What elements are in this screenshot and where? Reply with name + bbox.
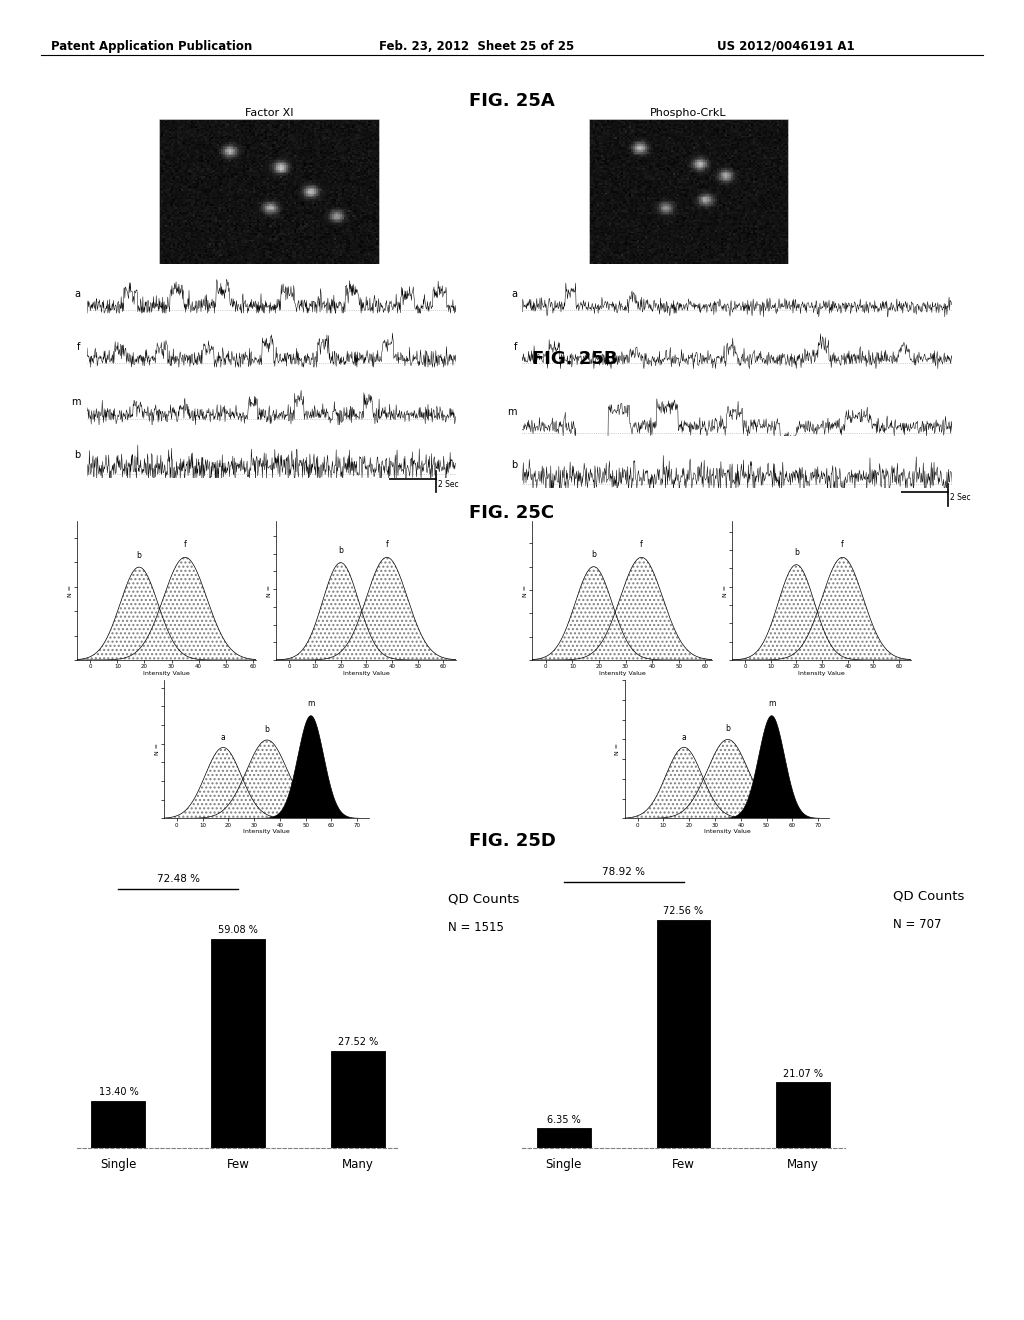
Text: 2 Sec: 2 Sec (949, 494, 971, 502)
Bar (656, 920, 711, 1148)
Bar (211, 939, 265, 1148)
Text: 72.48 %: 72.48 % (157, 874, 200, 884)
Y-axis label: N =: N = (267, 585, 272, 597)
Text: b: b (136, 550, 141, 560)
Text: b: b (338, 546, 343, 554)
Text: 59.08 %: 59.08 % (218, 925, 258, 936)
Text: m: m (307, 698, 314, 708)
Title: Phospho-CrkL: Phospho-CrkL (650, 108, 727, 117)
Text: FIG. 25B: FIG. 25B (532, 350, 617, 368)
Text: QD Counts: QD Counts (447, 892, 519, 906)
Bar (537, 1129, 591, 1148)
Title: Factor XI: Factor XI (245, 108, 293, 117)
Text: 21.07 %: 21.07 % (783, 1069, 823, 1078)
Text: f: f (183, 540, 186, 549)
Text: FIG. 25D: FIG. 25D (469, 832, 555, 850)
Text: f: f (514, 342, 517, 351)
Text: 78.92 %: 78.92 % (602, 867, 645, 876)
Text: N = 1515: N = 1515 (447, 921, 504, 935)
Text: a: a (682, 733, 686, 742)
Y-axis label: N =: N = (155, 743, 160, 755)
Text: FIG. 25A: FIG. 25A (469, 92, 555, 111)
Text: b: b (794, 548, 799, 557)
Text: QD Counts: QD Counts (893, 890, 965, 903)
Y-axis label: N =: N = (723, 585, 728, 597)
Text: f: f (385, 540, 388, 549)
X-axis label: Intensity Value: Intensity Value (799, 671, 845, 676)
Text: a: a (511, 289, 517, 298)
Y-axis label: N =: N = (523, 585, 528, 597)
Text: Feb. 23, 2012  Sheet 25 of 25: Feb. 23, 2012 Sheet 25 of 25 (379, 40, 574, 53)
Text: b: b (74, 450, 81, 459)
Text: f: f (77, 342, 81, 351)
Text: a: a (75, 289, 81, 298)
Text: b: b (591, 550, 596, 560)
Text: FIG. 25C: FIG. 25C (469, 504, 555, 523)
Text: b: b (725, 725, 730, 733)
Bar (91, 1101, 145, 1148)
Text: Patent Application Publication: Patent Application Publication (51, 40, 253, 53)
Text: 2 Sec: 2 Sec (437, 480, 459, 488)
Text: f: f (841, 540, 844, 549)
Text: m: m (768, 698, 775, 708)
X-axis label: Intensity Value: Intensity Value (703, 829, 751, 834)
Text: 72.56 %: 72.56 % (664, 907, 703, 916)
Text: 13.40 %: 13.40 % (98, 1088, 138, 1097)
X-axis label: Intensity Value: Intensity Value (599, 671, 645, 676)
Text: b: b (264, 725, 269, 734)
Bar (776, 1082, 830, 1148)
Text: N = 707: N = 707 (893, 919, 941, 931)
Text: a: a (221, 733, 225, 742)
Text: US 2012/0046191 A1: US 2012/0046191 A1 (717, 40, 854, 53)
X-axis label: Intensity Value: Intensity Value (243, 829, 290, 834)
Text: b: b (511, 461, 517, 470)
X-axis label: Intensity Value: Intensity Value (143, 671, 189, 676)
Text: 27.52 %: 27.52 % (338, 1038, 378, 1047)
Y-axis label: N =: N = (615, 743, 621, 755)
Text: f: f (640, 540, 643, 549)
Text: 6.35 %: 6.35 % (547, 1115, 581, 1125)
Text: m: m (71, 397, 81, 407)
X-axis label: Intensity Value: Intensity Value (343, 671, 389, 676)
Y-axis label: N =: N = (68, 585, 73, 597)
Text: m: m (508, 408, 517, 417)
Bar (331, 1051, 385, 1148)
